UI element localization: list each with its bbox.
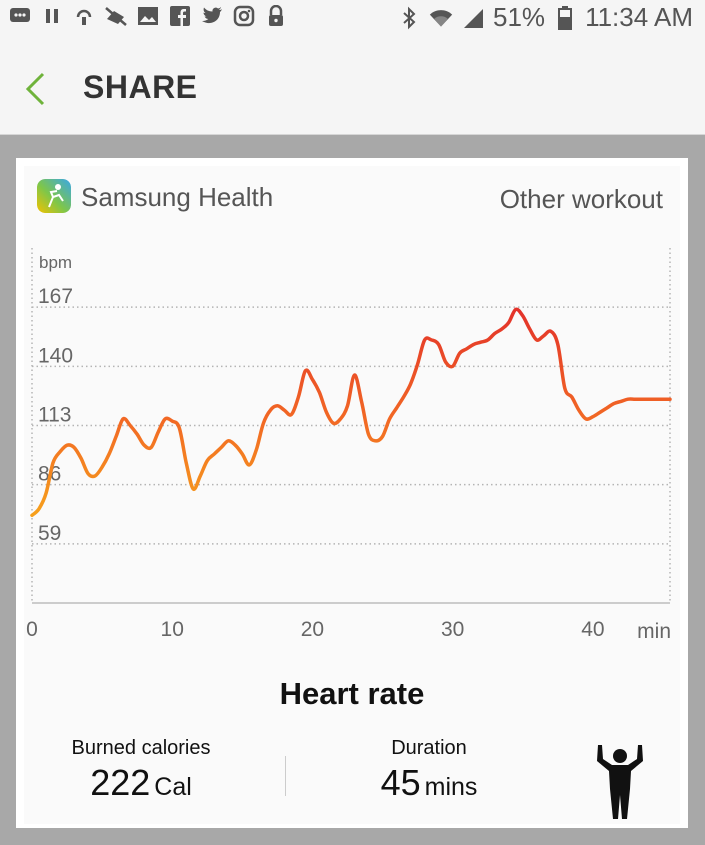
bluetooth-icon	[397, 6, 421, 30]
facebook-icon	[168, 4, 192, 28]
duration-label: Duration	[391, 737, 467, 759]
battery-percent: 51%	[493, 2, 546, 32]
system-status: 51% 11:34 AM	[397, 2, 693, 33]
duration-stat: Duration 45 mins	[354, 737, 504, 804]
y-axis-label: bpm	[39, 253, 72, 272]
chat-icon	[8, 4, 32, 28]
back-button[interactable]	[24, 72, 48, 106]
lock-icon	[264, 4, 288, 28]
back-arrow-icon	[25, 72, 45, 106]
y-tick-label: 59	[38, 522, 61, 545]
calories-stat: Burned calories 222 Cal	[54, 737, 228, 804]
workout-type: Other workout	[499, 184, 663, 214]
notification-icons	[8, 4, 288, 28]
instagram-icon	[232, 4, 256, 28]
calories-value: 222	[90, 762, 151, 803]
strength-person-icon	[595, 743, 645, 821]
share-card: Samsung Health Other workout 167 140 113 86…	[16, 158, 688, 828]
wifi-icon	[429, 6, 453, 30]
calories-unit: Cal	[154, 773, 192, 801]
image-icon	[136, 4, 160, 28]
page-title: SHARE	[83, 69, 198, 105]
x-tick-label: 40	[581, 618, 604, 641]
x-tick-label: 0	[26, 618, 38, 641]
x-axis-label: min	[637, 620, 671, 643]
x-tick-label: 10	[161, 618, 184, 641]
calories-label: Burned calories	[71, 737, 211, 759]
status-bar: 51% 11:34 AM	[0, 0, 705, 34]
duration-unit: mins	[424, 773, 478, 801]
mute-icon	[104, 4, 128, 28]
y-tick-label: 140	[38, 344, 73, 367]
chart-title: Heart rate	[279, 676, 425, 711]
heart-rate-line	[30, 307, 672, 518]
usb-icon	[72, 4, 96, 28]
x-tick-label: 30	[441, 618, 464, 641]
samsung-health-logo-icon	[37, 179, 71, 213]
duration-value: 45	[380, 762, 421, 803]
y-tick-label: 167	[38, 285, 73, 308]
y-tick-label: 113	[38, 404, 71, 427]
app-bar: SHARE	[0, 34, 705, 135]
workout-summary: Samsung Health Other workout 167 140 113 86…	[24, 166, 680, 824]
signal-icon	[461, 6, 485, 30]
twitter-icon	[200, 4, 224, 28]
x-tick-label: 20	[301, 618, 324, 641]
battery-icon	[553, 5, 577, 30]
app-name: Samsung Health	[81, 182, 274, 212]
pause-icon	[40, 4, 64, 28]
stat-divider	[285, 756, 286, 796]
clock: 11:34 AM	[585, 2, 693, 32]
